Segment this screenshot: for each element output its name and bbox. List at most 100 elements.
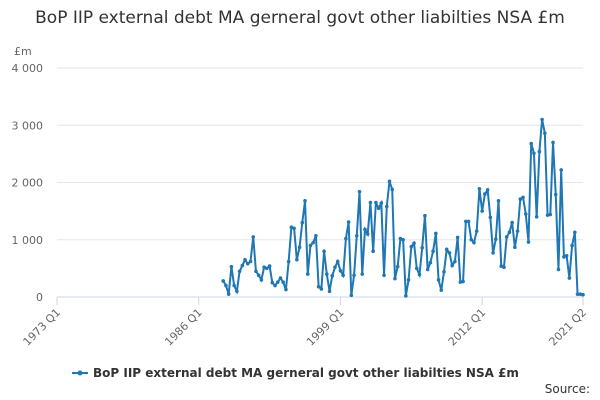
series-line bbox=[222, 119, 584, 297]
point bbox=[521, 195, 525, 200]
point bbox=[360, 272, 365, 276]
point bbox=[245, 261, 250, 266]
point bbox=[240, 263, 245, 268]
point bbox=[545, 213, 550, 217]
point bbox=[267, 264, 272, 268]
point bbox=[472, 240, 476, 245]
point bbox=[447, 251, 452, 255]
point bbox=[251, 235, 256, 239]
point bbox=[341, 273, 345, 278]
point bbox=[382, 273, 386, 278]
y-tick-label: 4 000 bbox=[12, 62, 44, 75]
point bbox=[371, 249, 375, 253]
point bbox=[488, 215, 493, 220]
point bbox=[532, 151, 536, 156]
point bbox=[289, 225, 294, 229]
point bbox=[556, 267, 561, 272]
point bbox=[338, 268, 343, 273]
point bbox=[365, 232, 370, 236]
point bbox=[327, 289, 332, 294]
point bbox=[232, 283, 236, 288]
point bbox=[515, 229, 520, 233]
y-tick-label: 1 000 bbox=[12, 234, 44, 247]
point bbox=[256, 273, 261, 278]
point bbox=[292, 226, 296, 231]
point bbox=[513, 245, 517, 249]
point bbox=[455, 235, 460, 240]
point bbox=[453, 259, 457, 264]
point bbox=[325, 272, 329, 276]
point bbox=[562, 255, 566, 259]
point bbox=[442, 270, 446, 274]
point bbox=[502, 265, 506, 270]
x-tick-label: 2012 Q1 bbox=[446, 306, 489, 349]
point bbox=[376, 206, 381, 211]
point bbox=[221, 279, 226, 283]
point bbox=[581, 292, 585, 297]
x-tick-label: 1986 Q1 bbox=[162, 306, 205, 349]
point bbox=[330, 274, 335, 278]
point bbox=[477, 186, 482, 191]
point bbox=[344, 236, 348, 241]
x-tick-label: 1973 Q1 bbox=[21, 306, 64, 349]
chart-title: BoP IIP external debt MA gerneral govt o… bbox=[35, 8, 565, 28]
point bbox=[235, 289, 239, 294]
point bbox=[401, 237, 405, 242]
point bbox=[526, 240, 531, 244]
point bbox=[428, 260, 433, 265]
point bbox=[480, 209, 484, 213]
point bbox=[510, 220, 514, 225]
y-tick-label: 3 000 bbox=[12, 119, 44, 132]
point bbox=[543, 131, 547, 136]
point bbox=[469, 237, 474, 242]
point bbox=[303, 199, 307, 203]
point bbox=[265, 266, 269, 271]
point bbox=[537, 149, 542, 154]
point bbox=[461, 279, 465, 284]
point bbox=[278, 276, 283, 280]
point bbox=[300, 220, 305, 225]
point bbox=[564, 253, 569, 258]
source: Source: bbox=[545, 382, 590, 396]
point bbox=[417, 272, 422, 277]
point bbox=[414, 266, 419, 271]
point bbox=[305, 272, 310, 276]
point bbox=[322, 249, 326, 253]
point bbox=[523, 212, 528, 216]
point bbox=[333, 265, 337, 270]
point bbox=[357, 189, 362, 194]
point bbox=[395, 264, 400, 269]
point bbox=[504, 235, 509, 239]
point bbox=[474, 229, 479, 233]
point bbox=[335, 259, 340, 264]
point bbox=[349, 293, 354, 298]
point bbox=[295, 257, 299, 262]
point bbox=[434, 231, 438, 236]
point bbox=[431, 249, 435, 253]
point bbox=[425, 267, 430, 272]
legend-label: BoP IIP external debt MA gerneral govt o… bbox=[93, 366, 519, 380]
x-tick-label: 1999 Q1 bbox=[304, 306, 347, 349]
point bbox=[551, 140, 555, 145]
point bbox=[319, 287, 324, 291]
point bbox=[387, 179, 392, 184]
point bbox=[423, 213, 427, 218]
point bbox=[573, 230, 577, 235]
point bbox=[248, 259, 253, 264]
point bbox=[275, 280, 280, 284]
y-tick-label: 0 bbox=[36, 291, 43, 304]
point bbox=[412, 241, 416, 245]
point bbox=[420, 245, 425, 250]
point bbox=[346, 220, 351, 224]
point bbox=[270, 280, 275, 285]
point bbox=[363, 227, 367, 232]
point bbox=[398, 236, 403, 241]
point bbox=[316, 284, 321, 289]
point bbox=[224, 283, 228, 288]
point bbox=[436, 278, 441, 282]
x-tick-label: 2021 Q2 bbox=[547, 306, 590, 349]
point bbox=[529, 141, 534, 146]
point bbox=[390, 187, 395, 192]
